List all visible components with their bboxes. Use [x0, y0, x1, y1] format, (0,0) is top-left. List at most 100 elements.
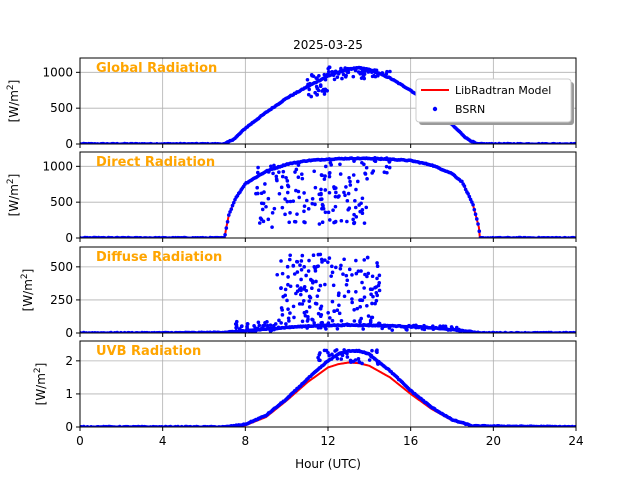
bsrn-point	[348, 183, 353, 187]
bsrn-point	[265, 323, 270, 328]
bsrn-point	[363, 171, 367, 176]
bsrn-point	[378, 157, 383, 162]
bsrn-point	[377, 321, 382, 326]
panel-label: Global Radiation	[96, 61, 217, 76]
x-tick-label: 8	[242, 434, 250, 448]
x-tick-label: 12	[320, 434, 335, 448]
bsrn-point	[265, 320, 269, 324]
bsrn-point	[355, 306, 360, 311]
bsrn-point	[332, 186, 337, 191]
bsrn-point	[305, 198, 309, 203]
bsrn-point	[335, 75, 340, 79]
bsrn-point	[359, 298, 363, 302]
bsrn-point	[300, 302, 305, 306]
bsrn-point	[326, 66, 331, 71]
bsrn-point	[316, 325, 321, 330]
bsrn-point	[271, 171, 275, 176]
bsrn-point	[371, 294, 375, 299]
bsrn-point	[256, 320, 261, 325]
bsrn-point	[375, 261, 379, 265]
bsrn-point	[307, 258, 311, 263]
bsrn-point	[313, 269, 318, 273]
bsrn-point	[224, 226, 229, 230]
bsrn-point	[382, 170, 387, 174]
bsrn-point	[374, 290, 379, 295]
bsrn-point	[225, 220, 230, 224]
bsrn-point	[331, 208, 335, 212]
bsrn-point	[431, 324, 435, 329]
bsrn-point	[256, 165, 260, 170]
bsrn-point	[309, 278, 313, 282]
bsrn-point	[339, 69, 343, 74]
bsrn-point	[335, 327, 340, 331]
bsrn-point	[302, 310, 307, 315]
bsrn-point	[351, 173, 356, 177]
bsrn-point	[338, 172, 343, 176]
bsrn-point	[285, 298, 289, 303]
bsrn-point	[384, 164, 389, 169]
bsrn-point	[338, 162, 342, 167]
bsrn-point	[295, 289, 300, 293]
bsrn-point	[380, 326, 384, 331]
bsrn-point	[362, 221, 367, 225]
bsrn-point	[361, 74, 366, 78]
bsrn-point	[250, 329, 255, 333]
bsrn-point	[318, 252, 323, 257]
bsrn-point	[353, 67, 358, 72]
bsrn-point	[365, 303, 369, 308]
bsrn-point	[342, 257, 346, 262]
bsrn-point	[315, 294, 320, 298]
x-tick-label: 20	[486, 434, 501, 448]
bsrn-point	[404, 327, 409, 331]
bsrn-point	[372, 68, 377, 72]
bsrn-point	[353, 205, 358, 210]
bsrn-point	[237, 327, 242, 331]
bsrn-point	[229, 207, 234, 211]
bsrn-point	[307, 305, 312, 309]
bsrn-point	[284, 322, 288, 326]
bsrn-point	[287, 220, 292, 225]
bsrn-point	[319, 312, 324, 317]
y-tick-label: 0	[65, 137, 73, 151]
bsrn-point	[457, 327, 461, 332]
bsrn-point	[283, 287, 288, 292]
bsrn-point	[327, 353, 331, 358]
bsrn-point	[441, 324, 446, 328]
bsrn-point	[416, 325, 421, 329]
bsrn-point	[420, 326, 425, 331]
bsrn-point	[319, 187, 323, 192]
bsrn-point	[368, 287, 373, 292]
bsrn-point	[298, 292, 303, 297]
bsrn-point	[309, 94, 314, 99]
bsrn-point	[333, 219, 338, 224]
bsrn-point	[377, 281, 382, 285]
bsrn-point	[358, 71, 363, 76]
bsrn-point	[339, 263, 343, 268]
bsrn-point	[327, 73, 331, 78]
bsrn-point	[373, 301, 377, 306]
bsrn-point	[234, 319, 239, 324]
bsrn-point	[317, 222, 322, 226]
bsrn-point	[302, 204, 307, 208]
bsrn-point	[307, 299, 312, 303]
bsrn-point	[279, 185, 284, 190]
bsrn-point	[305, 319, 310, 323]
bsrn-point	[275, 272, 280, 277]
bsrn-point	[344, 185, 348, 189]
bsrn-point	[365, 177, 369, 181]
bsrn-point	[370, 348, 374, 353]
bsrn-point	[462, 184, 467, 188]
bsrn-point	[323, 210, 328, 215]
bsrn-point	[454, 325, 459, 330]
bsrn-point	[291, 304, 296, 309]
bsrn-point	[333, 194, 338, 199]
bsrn-point	[275, 178, 279, 183]
bsrn-point	[308, 295, 313, 300]
bsrn-point	[306, 314, 310, 319]
bsrn-point	[299, 268, 304, 272]
bsrn-point	[330, 318, 335, 323]
bsrn-point	[300, 253, 305, 258]
bsrn-point	[352, 212, 356, 217]
bsrn-point	[346, 70, 351, 75]
bsrn-point	[297, 195, 302, 200]
